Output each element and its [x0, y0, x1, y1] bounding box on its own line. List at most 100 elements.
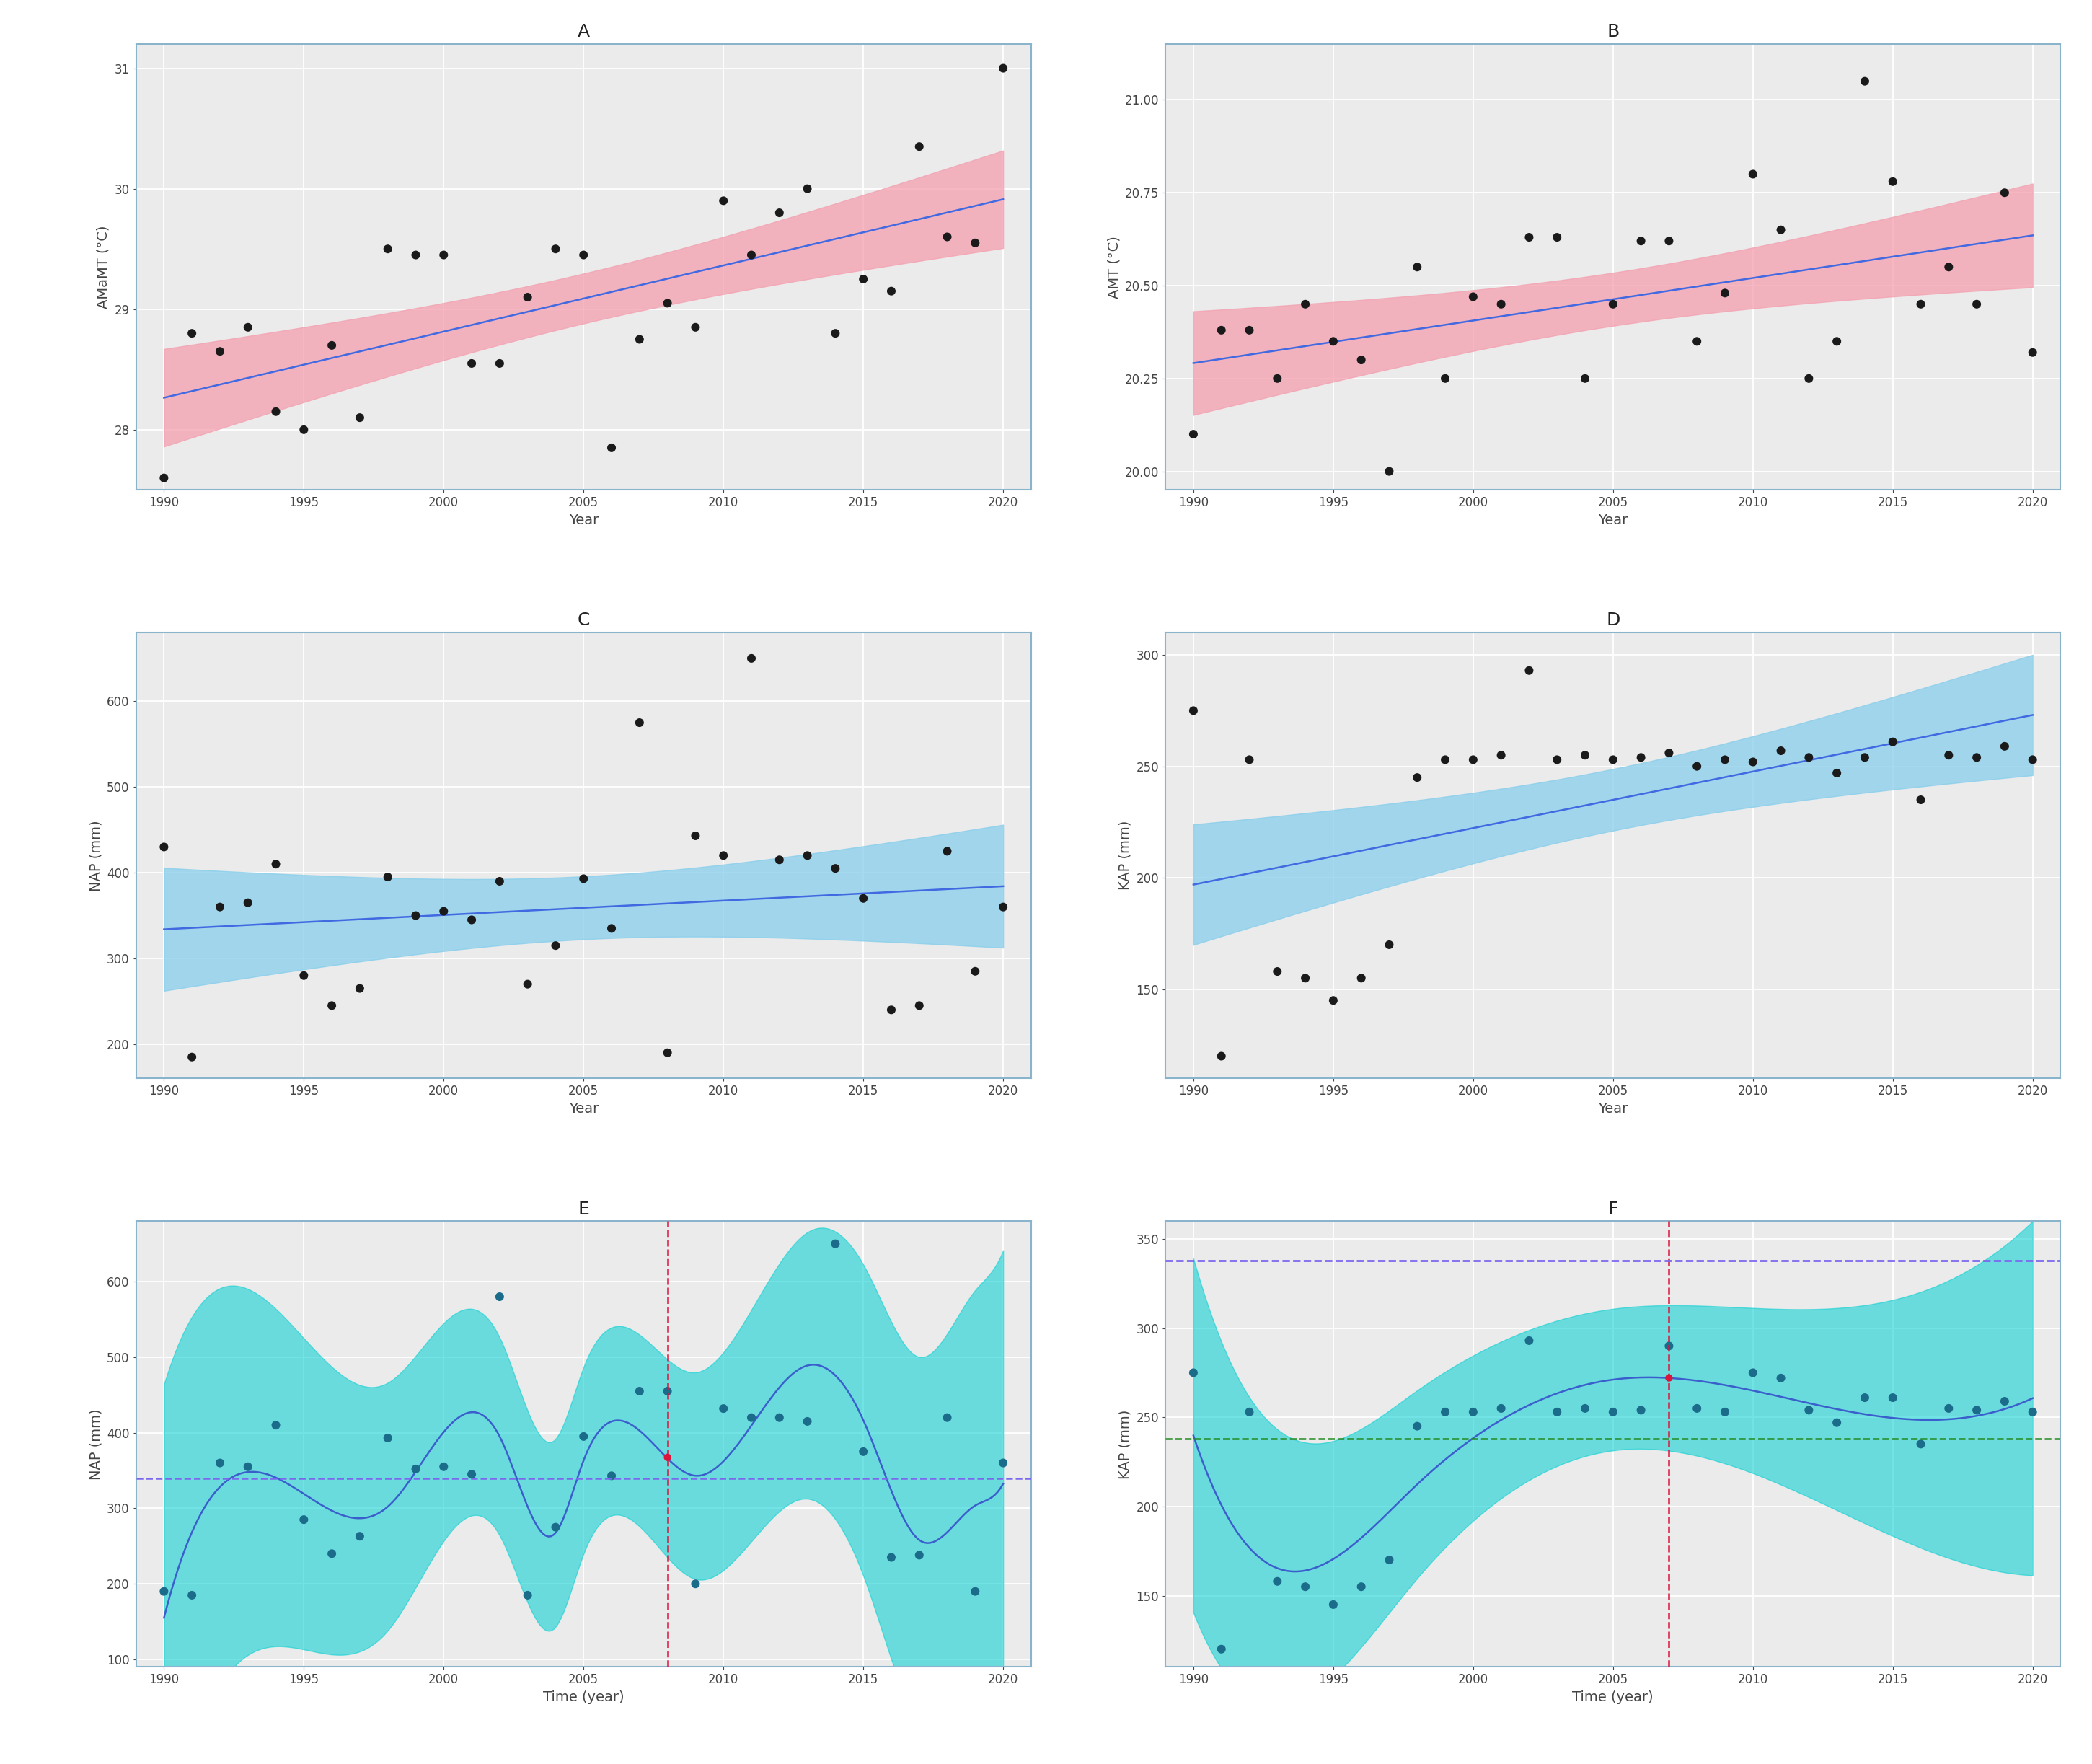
- Point: [1289, 289, 1322, 318]
- Point: [818, 854, 851, 882]
- Point: [567, 864, 600, 893]
- Title: D: D: [1607, 612, 1619, 630]
- Point: [370, 863, 404, 891]
- Point: [623, 1378, 657, 1406]
- Point: [1877, 1383, 1910, 1411]
- Point: [1316, 326, 1349, 355]
- Point: [651, 1039, 684, 1067]
- Point: [1820, 326, 1854, 355]
- Y-axis label: KAP (mm): KAP (mm): [1119, 1409, 1132, 1478]
- Point: [1847, 743, 1881, 771]
- Point: [230, 1452, 264, 1480]
- Point: [678, 314, 711, 342]
- Point: [1847, 67, 1881, 95]
- Point: [707, 841, 741, 870]
- Point: [1709, 1397, 1743, 1425]
- Point: [651, 289, 684, 318]
- Point: [1960, 743, 1994, 771]
- Point: [958, 229, 992, 258]
- Point: [427, 898, 460, 926]
- Point: [1345, 965, 1379, 993]
- Point: [567, 242, 600, 270]
- Point: [259, 397, 293, 425]
- Point: [370, 235, 404, 263]
- Point: [902, 1542, 935, 1570]
- Point: [1904, 785, 1937, 813]
- Point: [1904, 289, 1937, 318]
- X-axis label: Time (year): Time (year): [544, 1690, 623, 1704]
- Point: [176, 1581, 209, 1609]
- Point: [259, 850, 293, 878]
- Point: [1205, 316, 1238, 344]
- Point: [1680, 326, 1713, 355]
- Point: [1709, 279, 1743, 307]
- Point: [1764, 1364, 1797, 1392]
- Title: E: E: [577, 1201, 590, 1217]
- Point: [540, 931, 573, 960]
- Y-axis label: AMaMT (°C): AMaMT (°C): [96, 226, 111, 309]
- Point: [1345, 346, 1379, 374]
- Point: [791, 175, 824, 203]
- Point: [1793, 1395, 1826, 1424]
- Point: [1569, 365, 1602, 393]
- Point: [1485, 741, 1519, 769]
- Point: [540, 235, 573, 263]
- Y-axis label: NAP (mm): NAP (mm): [90, 820, 103, 891]
- Point: [818, 1230, 851, 1258]
- Point: [400, 242, 433, 270]
- Point: [316, 1540, 349, 1568]
- Point: [343, 1522, 377, 1551]
- Point: [1289, 965, 1322, 993]
- Point: [1400, 764, 1433, 792]
- Point: [1960, 1395, 1994, 1424]
- Point: [678, 822, 711, 850]
- Point: [1176, 1358, 1209, 1387]
- Point: [510, 1581, 544, 1609]
- Point: [931, 838, 964, 866]
- Point: [1709, 746, 1743, 774]
- Point: [1877, 729, 1910, 757]
- Point: [707, 1394, 741, 1422]
- Point: [734, 644, 768, 672]
- Point: [791, 841, 824, 870]
- Point: [2017, 746, 2050, 774]
- Point: [1261, 365, 1295, 393]
- X-axis label: Year: Year: [1598, 513, 1628, 527]
- Point: [146, 464, 180, 492]
- Point: [1429, 365, 1462, 393]
- Point: [847, 884, 881, 912]
- Point: [1736, 748, 1770, 776]
- Y-axis label: NAP (mm): NAP (mm): [90, 1408, 103, 1480]
- Point: [1316, 986, 1349, 1014]
- Point: [567, 1422, 600, 1450]
- Point: [1653, 228, 1686, 256]
- Point: [1372, 931, 1406, 960]
- Point: [427, 242, 460, 270]
- Y-axis label: AMT (°C): AMT (°C): [1107, 236, 1121, 298]
- Point: [1793, 365, 1826, 393]
- Point: [1232, 746, 1266, 774]
- Point: [1820, 1408, 1854, 1436]
- Point: [1372, 457, 1406, 485]
- Point: [847, 265, 881, 293]
- Point: [1232, 1397, 1266, 1425]
- Point: [1429, 746, 1462, 774]
- Title: A: A: [577, 23, 590, 41]
- Point: [1933, 741, 1966, 769]
- Point: [259, 1411, 293, 1439]
- Point: [764, 1404, 797, 1432]
- Point: [1540, 1397, 1573, 1425]
- X-axis label: Year: Year: [1598, 1102, 1628, 1115]
- Point: [734, 1404, 768, 1432]
- Point: [1176, 420, 1209, 448]
- Point: [427, 1452, 460, 1480]
- Point: [1456, 282, 1490, 310]
- Point: [203, 1448, 236, 1476]
- Point: [1933, 1394, 1966, 1422]
- Point: [1400, 1413, 1433, 1441]
- Point: [540, 1514, 573, 1542]
- Point: [400, 901, 433, 930]
- Title: C: C: [577, 612, 590, 630]
- Point: [958, 1577, 992, 1605]
- Point: [1764, 737, 1797, 766]
